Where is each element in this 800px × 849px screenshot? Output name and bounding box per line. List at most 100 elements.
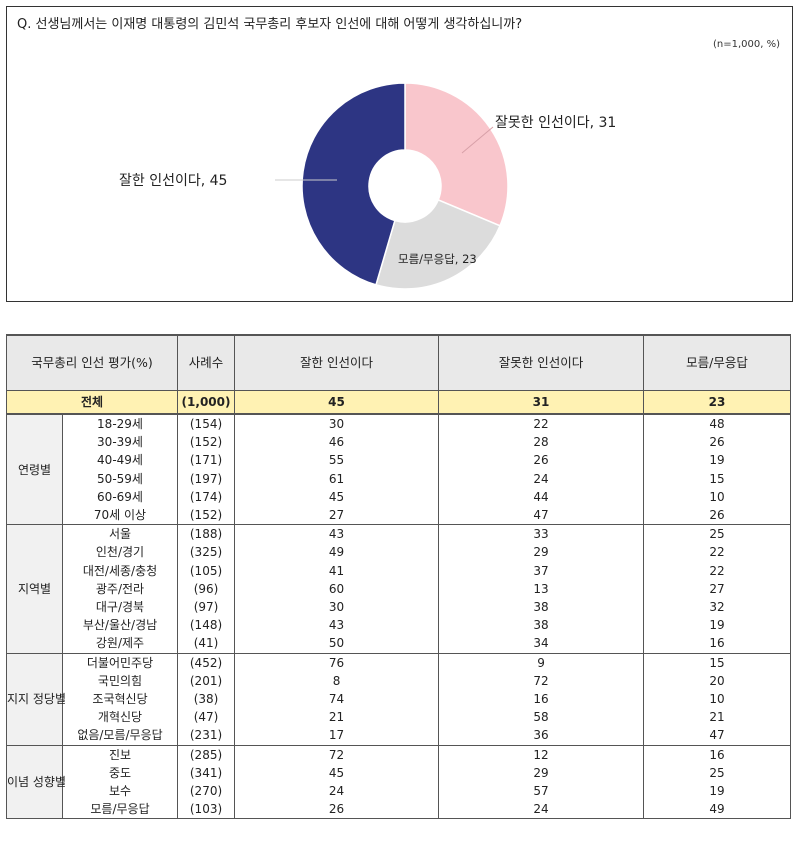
row-good: 41: [234, 561, 440, 580]
row-label: 18-29세: [61, 414, 179, 434]
row-label: 50-59세: [61, 469, 179, 488]
row-good: 76: [234, 653, 440, 672]
row-bad: 37: [438, 561, 645, 580]
label-good: 잘한 인선이다, 45: [119, 173, 227, 189]
pie-slice: [404, 82, 509, 227]
pie-slice: [375, 198, 501, 290]
label-dk: 모름/무응답, 23: [398, 252, 477, 266]
row-sample: (96): [177, 579, 236, 599]
row-bad: 9: [438, 653, 645, 672]
row-bad: 33: [438, 524, 645, 544]
table-row: 인천/경기 (325) 49 29 22: [7, 543, 792, 562]
row-bad: 38: [438, 616, 645, 635]
row-bad: 57: [438, 782, 645, 801]
table-row: 모름/무응답 (103) 26 24 49: [7, 800, 792, 820]
row-bad: 29: [438, 543, 645, 562]
table-row: 강원/제주 (41) 50 34 16: [7, 634, 792, 654]
row-dk: 16: [643, 634, 792, 654]
row-label: 서울: [61, 524, 179, 544]
table-row: 개혁신당 (47) 21 58 21: [7, 708, 792, 727]
row-bad: 38: [438, 598, 645, 617]
table-row: 중도 (341) 45 29 25: [7, 763, 792, 783]
row-dk: 22: [643, 543, 792, 562]
row-dk: 26: [643, 433, 792, 452]
row-dk: 47: [643, 726, 792, 746]
row-dk: 15: [643, 653, 792, 672]
total-row: 전체 (1,000) 45 31 23: [5, 390, 792, 415]
table-row: 연령별 18-29세 (154) 30 22 48: [6, 414, 792, 526]
row-bad: 47: [438, 506, 645, 526]
row-bad: 24: [438, 800, 645, 820]
row-dk: 48: [643, 414, 792, 434]
table-row: 지역별 서울 (188) 43 33 25: [6, 524, 792, 654]
row-bad: 36: [438, 726, 645, 746]
group-label: 이념 성향별: [6, 745, 66, 820]
table-row: 보수 (270) 24 57 19: [7, 782, 792, 801]
row-good: 49: [234, 543, 440, 562]
row-label: 강원/제주: [61, 634, 179, 654]
row-sample: (197): [177, 469, 236, 488]
row-sample: (174): [177, 487, 236, 507]
row-bad: 28: [438, 433, 645, 452]
row-sample: (105): [177, 561, 236, 580]
row-good: 72: [234, 745, 440, 764]
table-row: 조국혁신당 (38) 74 16 10: [7, 690, 792, 709]
row-bad: 72: [438, 671, 645, 691]
table-row: 광주/전라 (96) 60 13 27: [7, 579, 792, 599]
table-row: 지지 정당별 더불어민주당 (452) 76 9 15: [6, 653, 792, 746]
row-dk: 49: [643, 800, 792, 820]
row-good: 55: [234, 451, 440, 470]
row-dk: 16: [643, 745, 792, 764]
row-label: 개혁신당: [61, 708, 179, 727]
table-row: 60-69세 (174) 45 44 10: [7, 487, 792, 507]
unit-note: (n=1,000, %): [712, 39, 780, 50]
group-label: 지역별: [6, 524, 63, 654]
row-sample: (47): [177, 708, 236, 727]
row-sample: (148): [177, 616, 236, 635]
row-sample: (452): [177, 653, 236, 672]
row-dk: 20: [643, 671, 792, 691]
row-dk: 10: [643, 690, 792, 709]
row-dk: 10: [643, 487, 792, 507]
row-label: 중도: [61, 763, 179, 783]
row-good: 8: [234, 671, 440, 691]
row-dk: 19: [643, 616, 792, 635]
row-good: 45: [234, 763, 440, 783]
row-dk: 25: [643, 524, 792, 544]
row-bad: 16: [438, 690, 645, 709]
results-table: 국무총리 인선 평가(%) 사례수 잘한 인선이다 잘못한 인선이다 모름/무응…: [5, 334, 792, 820]
row-dk: 15: [643, 469, 792, 488]
row-label: 40-49세: [61, 451, 179, 470]
row-good: 60: [234, 579, 440, 599]
table-row: 이념 성향별 진보 (285) 72 12 16: [6, 745, 792, 820]
table-row: 없음/모름/무응답 (231) 17 36 47: [7, 726, 792, 746]
row-sample: (97): [177, 598, 236, 617]
row-good: 46: [234, 433, 440, 452]
row-good: 30: [234, 414, 440, 434]
chart-panel: Q. 선생님께서는 이재명 대통령의 김민석 국무총리 후보자 인선에 대해 어…: [6, 6, 793, 302]
table-row: 대전/세종/충청 (105) 41 37 22: [7, 561, 792, 580]
row-label: 부산/울산/경남: [61, 616, 179, 635]
row-dk: 19: [643, 782, 792, 801]
table-row: 30-39세 (152) 46 28 26: [7, 433, 792, 452]
row-label: 국민의힘: [61, 671, 179, 691]
label-bad: 잘못한 인선이다, 31: [495, 115, 616, 131]
table-row: 70세 이상 (152) 27 47 26: [7, 506, 792, 526]
table-row: 부산/울산/경남 (148) 43 38 19: [7, 616, 792, 635]
row-good: 50: [234, 634, 440, 654]
header-bad: 잘못한 인선이다: [438, 334, 645, 391]
table-row: 대구/경북 (97) 30 38 32: [7, 598, 792, 617]
row-label: 60-69세: [61, 487, 179, 507]
row-bad: 34: [438, 634, 645, 654]
row-sample: (41): [177, 634, 236, 654]
row-dk: 27: [643, 579, 792, 599]
group-label: 지지 정당별: [6, 653, 66, 746]
row-bad: 24: [438, 469, 645, 488]
row-dk: 25: [643, 763, 792, 783]
row-label: 조국혁신당: [61, 690, 179, 709]
row-sample: (154): [177, 414, 236, 434]
row-dk: 19: [643, 451, 792, 470]
row-sample: (270): [177, 782, 236, 801]
row-label: 30-39세: [61, 433, 179, 452]
row-label: 모름/무응답: [61, 800, 179, 820]
